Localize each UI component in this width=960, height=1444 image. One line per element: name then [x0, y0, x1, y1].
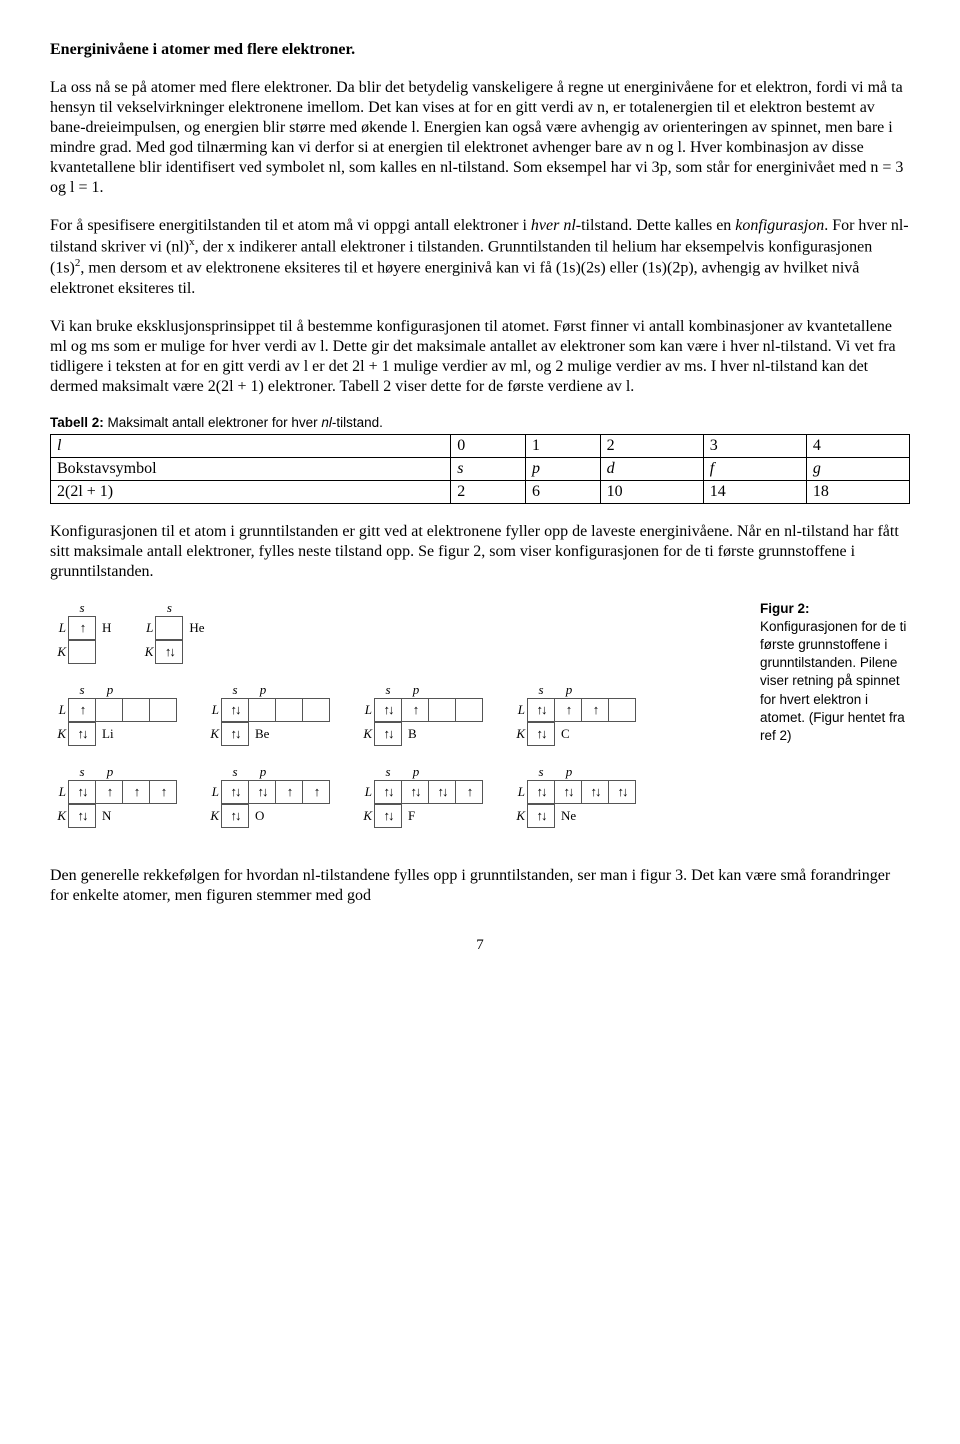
table-row: 2(2l + 1) 2 6 10 14 18: [51, 480, 910, 503]
page-number: 7: [50, 936, 910, 955]
element-diagram: spL↑↓↑↓↑↓↑↓K↑↓Ne: [509, 764, 636, 828]
paragraph-3: Vi kan bruke eksklusjonsprinsippet til å…: [50, 317, 910, 397]
element-diagram: spL↑↓↑↑↑K↑↓N: [50, 764, 177, 828]
paragraph-4: Konfigurasjonen til et atom i grunntilst…: [50, 522, 910, 582]
element-diagram: spL↑↓↑↓↑↑K↑↓O: [203, 764, 330, 828]
table-row: Bokstavsymbol s p d f g: [51, 457, 910, 480]
element-diagram: spL↑K↑↓Li: [50, 682, 177, 746]
element-diagram: spL↑↓↑↑K↑↓C: [509, 682, 636, 746]
table-caption: Tabell 2: Maksimalt antall elektroner fo…: [50, 415, 910, 432]
paragraph-1: La oss nå se på atomer med flere elektro…: [50, 78, 910, 198]
element-diagram: spL↑↓↑K↑↓B: [356, 682, 483, 746]
element-diagram: sLHeK↑↓: [137, 600, 204, 664]
figure-2: sL↑HK sLHeK↑↓ spL↑K↑↓Li spL↑↓K↑↓Be spL↑↓↑K↑↓…: [50, 600, 910, 847]
electron-table: l 0 1 2 3 4 Bokstavsymbol s p d f g 2(2l…: [50, 434, 910, 504]
figure-caption: Figur 2: Konfigurasjonen for de ti først…: [760, 600, 910, 746]
paragraph-2: For å spesifisere energitilstanden til e…: [50, 216, 910, 299]
paragraph-5: Den generelle rekkefølgen for hvordan nl…: [50, 866, 910, 906]
section-heading: Energinivåene i atomer med flere elektro…: [50, 40, 910, 60]
element-diagram: spL↑↓↑↓↑↓↑K↑↓F: [356, 764, 483, 828]
element-diagram: spL↑↓K↑↓Be: [203, 682, 330, 746]
element-diagram: sL↑HK: [50, 600, 111, 664]
table-row: l 0 1 2 3 4: [51, 434, 910, 457]
